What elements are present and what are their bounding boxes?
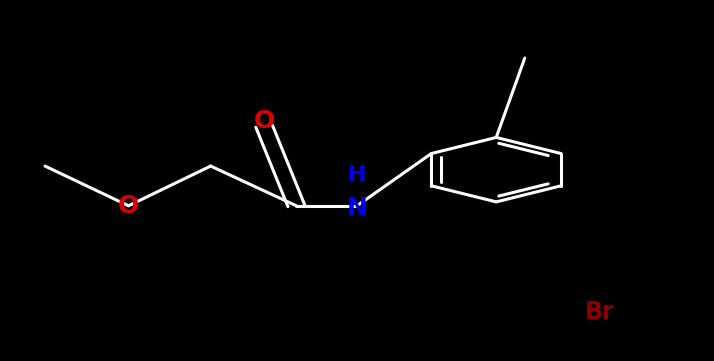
Text: O: O bbox=[253, 109, 275, 133]
Text: O: O bbox=[118, 194, 139, 218]
Text: N: N bbox=[346, 196, 368, 219]
Text: Br: Br bbox=[585, 300, 615, 324]
Text: H: H bbox=[348, 165, 366, 185]
